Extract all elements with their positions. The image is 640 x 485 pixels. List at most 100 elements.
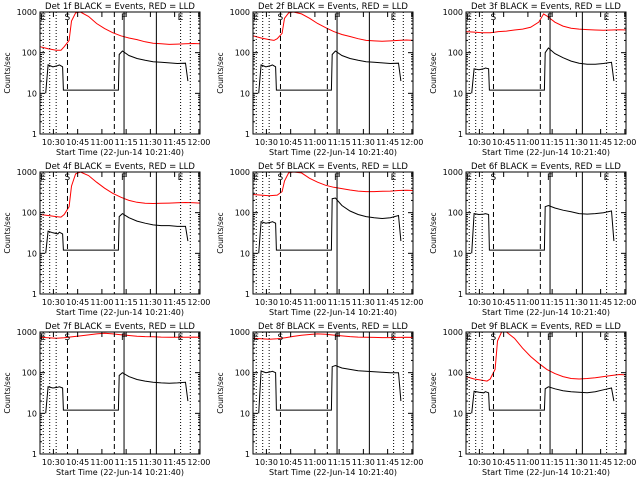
series-line-events [45,372,189,414]
series-line-events [45,212,189,254]
x-tick-label: 12:00 [187,298,210,307]
x-tick-label: 10:45 [492,138,515,147]
time-marker-letter: E [253,173,259,183]
x-tick-label: 11:00 [303,298,326,307]
x-tick-label: 11:00 [90,138,113,147]
time-marker-letter: E [391,333,397,343]
plot-frame [39,171,201,295]
x-tick-label: 10:45 [66,138,89,147]
time-marker-letter: S [64,13,70,23]
y-tick-label: 1 [458,290,463,299]
time-marker-letter: E [40,173,46,183]
x-tick-label: 11:00 [303,458,326,467]
y-axis-label: Counts/sec [216,52,225,93]
series-line-events [258,50,402,94]
y-tick-label: 10 [27,409,37,418]
y-axis-label: Counts/sec [3,212,12,253]
x-tick-label: 10:30 [255,138,278,147]
time-marker-letter: S [277,13,283,23]
panel-title: Det 1f BLACK = Events, RED = LLD [45,2,195,12]
time-marker-letter: E [40,333,46,343]
x-tick-label: 11:45 [376,458,399,467]
y-tick-label: 1000 [17,168,37,177]
time-marker-letter: E [253,13,259,23]
x-tick-label: 11:15 [115,138,138,147]
time-marker-letter: E [604,13,610,23]
x-tick-label: 11:45 [163,138,186,147]
y-axis-label: Counts/sec [3,52,12,93]
time-marker-letter: E [466,333,472,343]
panel-title: Det 3f BLACK = Events, RED = LLD [471,2,621,12]
time-marker-letter: E [604,333,610,343]
time-marker-letter: S [64,173,70,183]
x-tick-label: 11:45 [163,458,186,467]
series-line-lld [39,171,201,218]
y-tick-label: 1 [32,290,37,299]
series-line-lld [39,332,201,339]
y-tick-label: 100 [448,369,463,378]
y-axis-label: Counts/sec [216,212,225,253]
panel-title: Det 8f BLACK = Events, RED = LLD [258,322,408,332]
x-tick-label: 10:30 [255,458,278,467]
y-axis-label: Counts/sec [3,372,12,413]
x-tick-label: 11:15 [115,458,138,467]
y-tick-label: 10 [27,89,37,98]
x-tick-label: 11:15 [541,298,564,307]
x-tick-label: 11:15 [328,458,351,467]
x-tick-label: 11:00 [303,138,326,147]
time-marker-letter: S [277,333,283,343]
y-axis-label: Counts/sec [429,372,438,413]
x-tick-label: 10:45 [66,298,89,307]
time-marker-letter: E [253,333,259,343]
x-tick-label: 12:00 [613,138,636,147]
x-axis-label: Start Time (22-Jun-14 10:21:40) [482,468,610,477]
x-tick-label: 11:15 [328,138,351,147]
x-tick-label: 11:45 [589,298,612,307]
plot-frame [252,331,414,455]
time-marker-letter: F [121,173,126,183]
panel-title: Det 4f BLACK = Events, RED = LLD [45,162,195,172]
series-line-events [258,364,402,414]
plot-frame [465,331,627,455]
y-tick-label: 1 [32,450,37,459]
x-tick-label: 11:30 [139,458,162,467]
x-tick-label: 11:15 [541,458,564,467]
x-tick-label: 12:00 [613,298,636,307]
series-line-events [45,50,189,94]
x-tick-label: 11:00 [516,298,539,307]
x-tick-label: 10:45 [66,458,89,467]
time-marker-letter: E [391,173,397,183]
plot-frame [39,11,201,135]
x-tick-label: 12:00 [613,458,636,467]
y-tick-label: 1 [245,130,250,139]
x-tick-label: 10:45 [279,458,302,467]
y-tick-label: 1000 [443,8,463,17]
time-marker-letter: F [121,13,126,23]
x-tick-label: 11:30 [565,458,588,467]
time-marker-letter: S [490,333,496,343]
y-tick-label: 100 [22,369,37,378]
time-marker-letter: F [547,333,552,343]
y-tick-label: 1 [245,290,250,299]
time-marker-letter: S [490,13,496,23]
x-axis-label: Start Time (22-Jun-14 10:21:40) [269,308,397,317]
x-tick-label: 11:30 [139,298,162,307]
x-tick-label: 12:00 [400,298,423,307]
y-tick-label: 10 [240,89,250,98]
x-axis-label: Start Time (22-Jun-14 10:21:40) [56,148,184,157]
panel-title: Det 6f BLACK = Events, RED = LLD [471,162,621,172]
y-tick-label: 10 [453,249,463,258]
time-marker-letter: F [334,13,339,23]
x-tick-label: 11:30 [139,138,162,147]
plot-frame [252,171,414,295]
y-tick-label: 1 [458,130,463,139]
y-tick-label: 1000 [230,8,250,17]
y-tick-label: 1000 [230,168,250,177]
y-axis-label: Counts/sec [429,212,438,253]
y-tick-label: 100 [235,209,250,218]
